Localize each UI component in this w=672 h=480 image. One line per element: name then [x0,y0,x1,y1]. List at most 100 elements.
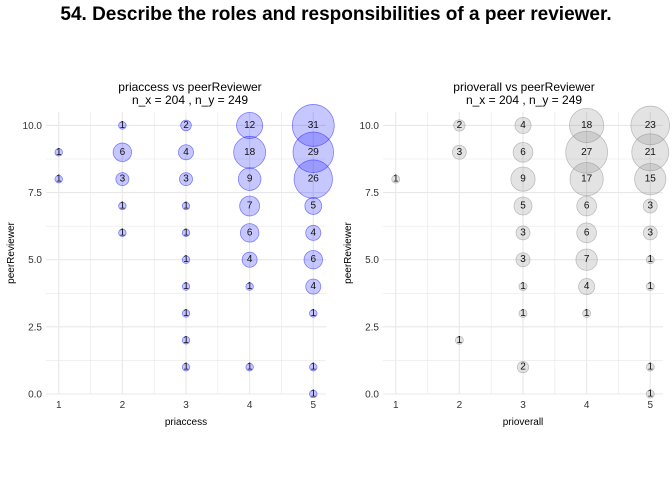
x-tick-label: 4 [584,400,590,411]
bubble-point [305,278,322,295]
bubble-count-label: 27 [581,147,593,158]
bubble-point [512,141,534,163]
bubble-count-label: 15 [645,174,657,185]
bubble-count-label: 1 [247,281,253,292]
bubble-count-label: 1 [647,389,653,400]
bubble-count-label: 3 [120,174,126,185]
bubble-count-label: 1 [647,362,653,373]
panel-subtitle: n_x = 204 , n_y = 249 [132,93,248,107]
bubble-point [181,362,191,372]
bubble-point [118,121,127,130]
bubble-count-label: 1 [183,227,189,238]
bubble-point [180,119,192,132]
bubble-count-label: 1 [247,362,253,373]
bubble-point [565,130,609,174]
x-tick-label: 3 [183,400,189,411]
y-tick-label: 5.0 [365,255,379,266]
bubble-count-label: 1 [393,174,399,185]
bubble-point [453,119,466,132]
bubble-count-label: 1 [183,362,189,373]
panel-title: prioverall vs peerReviewer [453,80,594,94]
y-tick-label: 5.0 [28,255,42,266]
bubble-count-label: 6 [120,147,126,158]
bubble-count-label: 1 [183,254,189,265]
x-tick-label: 2 [120,400,126,411]
bubble-count-label: 3 [647,227,653,238]
bubble-point [514,116,532,134]
y-tick-label: 7.5 [28,188,42,199]
bubble-count-label: 1 [183,201,189,212]
bubble-point [576,195,597,217]
bubble-point [645,389,655,399]
bubble-point [309,389,318,399]
bubble-point [518,282,528,292]
y-axis-title: peerReviewer [6,221,17,283]
bubble-count-label: 3 [520,227,526,238]
bubble-point [516,361,530,374]
panel-subtitle: n_x = 204 , n_y = 249 [466,93,582,107]
bubble-count-label: 7 [247,201,253,212]
bubble-point [569,162,604,197]
bubble-count-label: 1 [310,362,316,373]
page-title: 54. Describe the roles and responsibilit… [60,4,612,25]
bubble-point [309,362,318,372]
bubble-point [54,174,63,184]
bubble-count-label: 23 [645,120,657,131]
y-tick-label: 2.5 [28,322,42,333]
bubble-count-label: 1 [183,335,189,346]
bubble-point [634,163,667,196]
bubble-count-label: 1 [183,308,189,319]
bubble-point [645,255,655,265]
bubble-count-label: 3 [457,147,463,158]
bubble-count-label: 9 [247,174,253,185]
bubble-count-label: 9 [520,174,526,185]
bubble-point [181,201,191,211]
bubble-count-label: 6 [520,147,526,158]
bubble-count-label: 2 [183,120,189,131]
bubble-count-label: 1 [120,227,126,238]
bubble-count-label: 17 [581,174,593,185]
bubble-count-label: 6 [584,227,590,238]
bubble-count-label: 1 [310,308,316,319]
bubble-point [518,308,528,318]
bubble-count-label: 3 [647,201,653,212]
bubble-count-label: 4 [183,147,189,158]
bubble-point [582,308,592,318]
bubble-count-label: 1 [183,281,189,292]
panel-title: priaccess vs peerReviewer [118,80,261,94]
bubble-count-label: 1 [520,281,526,292]
bubble-point [115,172,130,187]
bubble-count-label: 5 [310,201,316,212]
bubble-count-label: 1 [457,335,463,346]
bubble-count-label: 7 [584,254,590,265]
y-tick-label: 10.0 [360,121,380,132]
bubble-point [236,111,264,139]
bubble-count-label: 3 [520,254,526,265]
bubble-point [645,362,655,372]
x-tick-label: 1 [393,400,399,411]
bubble-count-label: 6 [247,227,253,238]
bubble-point [293,159,333,199]
bubble-count-label: 1 [310,389,316,400]
bubble-point [241,251,258,268]
bubble-point [237,167,262,191]
bubble-point [309,309,318,318]
bubble-point [451,144,467,160]
bubble-count-label: 6 [310,254,316,265]
bubble-count-label: 3 [183,174,189,185]
bubble-count-label: 31 [308,120,320,131]
bubble-count-label: 1 [520,308,526,319]
bubble-point [245,362,254,372]
bubble-count-label: 12 [244,120,256,131]
bubble-point [645,282,655,292]
bubble-count-label: 1 [647,254,653,265]
bubble-point [391,174,401,184]
bubble-point [304,197,323,215]
bubble-point [245,282,254,291]
bubble-count-label: 26 [308,174,320,185]
bubble-count-label: 1 [120,120,126,131]
bubble-count-label: 4 [310,227,316,238]
x-tick-label: 4 [247,400,253,411]
bubble-point [118,201,127,211]
